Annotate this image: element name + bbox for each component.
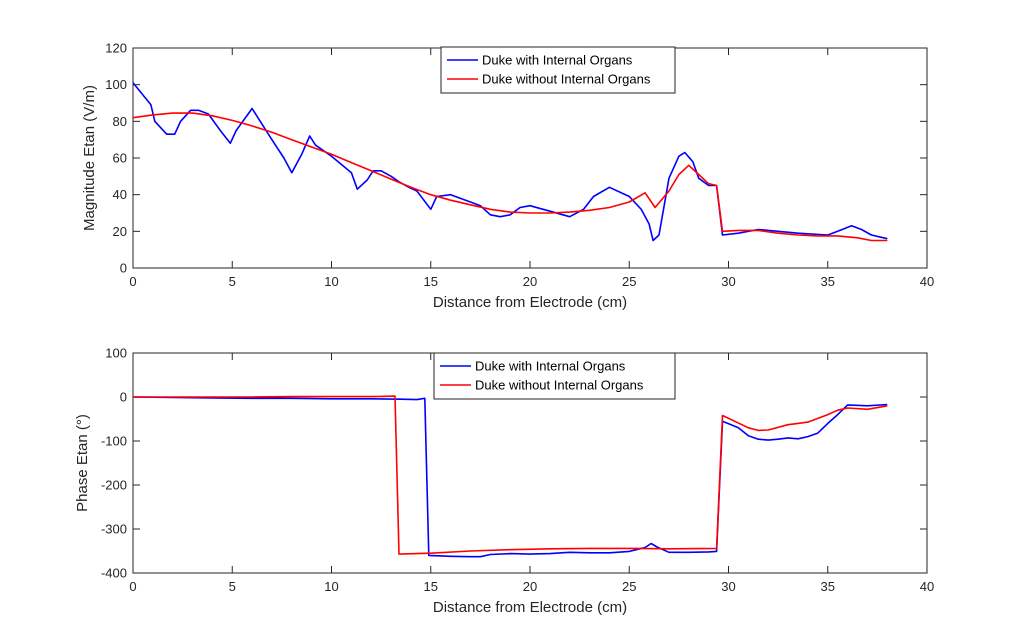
- y-tick-label: -300: [101, 522, 127, 537]
- y-tick-label: -200: [101, 478, 127, 493]
- y-axis-label: Phase Etan (°): [74, 414, 91, 512]
- legend-box: [433, 352, 676, 400]
- magnitude-chart: 0 5 10 15 20 25 30 35 40 0 20 40 60 80 100 120 Distance …: [81, 41, 934, 312]
- x-tick-label: 25: [622, 274, 636, 289]
- x-tick-label: 5: [229, 274, 236, 289]
- x-tick-label: 10: [324, 579, 338, 594]
- y-tick-label: -400: [101, 566, 127, 581]
- x-tick-label: 15: [424, 274, 438, 289]
- legend: Duke with Internal Organs Duke without In…: [440, 46, 676, 94]
- x-tick-label: 30: [721, 274, 735, 289]
- legend-label: Duke with Internal Organs: [475, 359, 626, 374]
- x-tick-label: 35: [821, 579, 835, 594]
- x-tick-label: 20: [523, 579, 537, 594]
- x-tick-label: 20: [523, 274, 537, 289]
- x-tick-label: 0: [129, 579, 136, 594]
- x-tick-label: 0: [129, 274, 136, 289]
- y-tick-label: 100: [105, 346, 127, 361]
- legend: Duke with Internal Organs Duke without In…: [433, 352, 676, 400]
- series-line-with-organs: [132, 396, 888, 558]
- legend-box: [440, 46, 676, 94]
- x-tick-label: 10: [324, 274, 338, 289]
- legend-label: Duke with Internal Organs: [482, 53, 633, 68]
- y-tick-label: 20: [113, 224, 127, 239]
- y-tick-label: 120: [105, 41, 127, 56]
- x-tick-label: 5: [229, 579, 236, 594]
- y-tick-label: 0: [120, 261, 127, 276]
- x-tick-label: 15: [424, 579, 438, 594]
- legend-label: Duke without Internal Organs: [475, 378, 644, 393]
- x-axis-label: Distance from Electrode (cm): [433, 599, 627, 616]
- series-line-without-organs: [133, 395, 888, 555]
- x-tick-label: 35: [821, 274, 835, 289]
- y-tick-label: 60: [113, 151, 127, 166]
- phase-chart: 0 5 10 15 20 25 30 35 40 -400 -300 -200 -100 0 100 Dist…: [74, 346, 934, 617]
- y-tick-label: 40: [113, 187, 127, 202]
- y-tick-label: 100: [105, 77, 127, 92]
- y-tick-label: 80: [113, 114, 127, 129]
- x-tick-label: 40: [920, 579, 934, 594]
- series-line-without-organs: [132, 112, 888, 242]
- x-tick-label: 30: [721, 579, 735, 594]
- x-axis-label: Distance from Electrode (cm): [433, 294, 627, 311]
- x-tick-label: 40: [920, 274, 934, 289]
- x-tick-label: 25: [622, 579, 636, 594]
- y-axis-label: Magnitude Etan (V/m): [81, 85, 98, 231]
- y-tick-label: -100: [101, 434, 127, 449]
- y-tick-label: 0: [120, 390, 127, 405]
- legend-label: Duke without Internal Organs: [482, 72, 651, 87]
